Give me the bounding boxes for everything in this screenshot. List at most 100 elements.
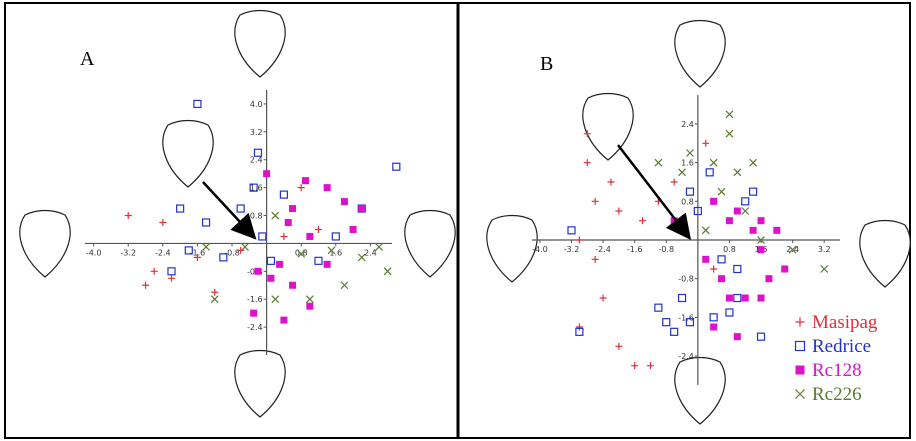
marker-square [671,328,678,335]
marker-x [726,111,733,118]
marker-square [237,205,244,212]
marker-square [750,188,757,195]
leaf-outlines [20,11,910,425]
marker-filled-square [765,275,772,282]
marker-filled-square [718,275,725,282]
marker-plus [125,212,132,219]
y-tick-label: -2.4 [247,323,263,332]
x-tick-label: -0.8 [658,245,674,254]
y-tick-label: 2.4 [681,120,694,129]
marker-plus [671,179,678,186]
marker-x [734,169,741,176]
marker-square [168,268,175,275]
marker-x [702,227,709,234]
marker-filled-square [267,275,274,282]
marker-plus [576,237,583,244]
marker-filled-square [742,295,749,302]
marker-plus [710,266,717,273]
marker-filled-square [702,256,709,263]
marker-filled-square [285,219,292,226]
panel-title: A [80,48,95,70]
y-tick-label: 4.0 [250,100,263,109]
marker-filled-square [289,205,296,212]
y-tick-label: -1.6 [247,295,263,304]
marker-filled-square [306,303,313,310]
marker-plus [607,179,614,186]
marker-filled-square [350,226,357,233]
marker-plus [615,208,622,215]
marker-square [734,295,741,302]
legend-label: Masipag [812,312,878,333]
marker-filled-square [796,366,805,375]
marker-filled-square [306,233,313,240]
y-tick-label: 2.4 [250,156,263,165]
marker-filled-square [758,295,765,302]
marker-square [742,198,749,205]
marker-x [718,188,725,195]
marker-plus [639,217,646,224]
y-tick-label: 0.8 [681,197,694,206]
y-tick-label: 0.8 [250,212,263,221]
marker-square [177,205,184,212]
marker-filled-square [276,261,283,268]
marker-plus [584,159,591,166]
x-tick-label: -2.4 [155,248,171,257]
marker-x [211,296,218,303]
marker-filled-square [726,295,733,302]
marker-x [710,159,717,166]
marker-filled-square [750,227,757,234]
y-tick-label: -2.4 [678,352,694,361]
marker-filled-square [324,184,331,191]
marker-square [686,188,693,195]
x-tick-label: -2.4 [595,245,611,254]
marker-plus [592,256,599,263]
marker-square [679,295,686,302]
marker-square [393,163,400,170]
marker-plus [796,318,805,327]
marker-square [663,319,670,326]
panel-title: B [540,53,553,75]
y-tick-label: 1.6 [681,159,694,168]
marker-filled-square [758,246,765,253]
marker-square [332,233,339,240]
marker-plus [315,226,322,233]
marker-plus [702,140,709,147]
marker-square [706,169,713,176]
marker-filled-square [280,317,287,324]
marker-plus [280,233,287,240]
figure: A-4.0-3.2-2.4-1.6-0.80.81.62.44.03.22.41… [0,0,916,441]
marker-filled-square [358,205,365,212]
marker-plus [600,295,607,302]
marker-filled-square [250,310,257,317]
marker-x [306,296,313,303]
x-tick-label: 0.8 [295,248,308,257]
marker-square [568,227,575,234]
marker-x [796,390,805,399]
marker-x [241,243,248,250]
x-tick-label: -4.0 [86,248,102,257]
x-tick-label: -3.2 [120,248,136,257]
marker-filled-square [726,217,733,224]
marker-plus [631,362,638,369]
marker-x [655,159,662,166]
marker-plus [168,275,175,282]
marker-filled-square [302,177,309,184]
marker-filled-square [734,333,741,340]
marker-filled-square [758,217,765,224]
marker-square [315,257,322,264]
marker-x [341,282,348,289]
legend-label: Redrice [812,336,871,357]
marker-filled-square [773,227,780,234]
marker-square [726,309,733,316]
marker-x [272,296,279,303]
y-tick-label: 3.2 [250,128,263,137]
marker-plus [615,343,622,350]
marker-x [742,208,749,215]
marker-filled-square [734,208,741,215]
marker-plus [159,219,166,226]
marker-x [203,243,210,250]
marker-filled-square [289,282,296,289]
marker-x [272,212,279,219]
marker-square [267,257,274,264]
